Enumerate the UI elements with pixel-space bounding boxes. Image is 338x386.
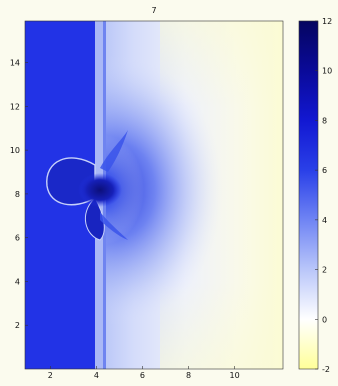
colorbar-tick-label: 10 bbox=[322, 67, 332, 76]
colorbar-tick-label: -2 bbox=[322, 365, 330, 374]
plume-core bbox=[78, 173, 122, 207]
y-tick-label: 8 bbox=[15, 190, 20, 199]
y-tick-label: 10 bbox=[10, 146, 20, 155]
colorbar-tick-label: 0 bbox=[322, 315, 327, 324]
x-tick-label: 4 bbox=[94, 371, 99, 380]
colorbar-tick-label: 4 bbox=[322, 216, 327, 225]
colorbar-tick-label: 12 bbox=[322, 17, 332, 26]
plot-frame bbox=[24, 20, 284, 370]
heatmap-field bbox=[25, 21, 283, 369]
y-tick-label: 12 bbox=[10, 102, 20, 111]
y-tick-label: 4 bbox=[15, 277, 20, 286]
lower-lobe bbox=[84, 197, 105, 241]
y-axis-ticks: 2 4 6 8 10 12 14 bbox=[10, 59, 28, 330]
x-tick-label: 2 bbox=[48, 371, 53, 380]
chart-title: 7 bbox=[151, 6, 156, 15]
colorbar bbox=[298, 20, 319, 370]
y-tick-label: 14 bbox=[10, 59, 20, 68]
colorbar-tick-label: 8 bbox=[322, 116, 327, 125]
y-tick-label: 6 bbox=[15, 234, 20, 243]
x-tick-label: 10 bbox=[230, 371, 240, 380]
x-tick-label: 8 bbox=[186, 371, 191, 380]
x-tick-label: 6 bbox=[140, 371, 145, 380]
y-tick-label: 2 bbox=[15, 321, 20, 330]
x-axis-ticks: 2 4 6 8 10 bbox=[48, 366, 240, 380]
colorbar-tick-label: 6 bbox=[322, 166, 327, 175]
upper-streak bbox=[100, 130, 128, 172]
colorbar-ticks: -2 0 2 4 6 8 10 12 bbox=[315, 17, 332, 374]
colorbar-tick-label: 2 bbox=[322, 266, 327, 275]
